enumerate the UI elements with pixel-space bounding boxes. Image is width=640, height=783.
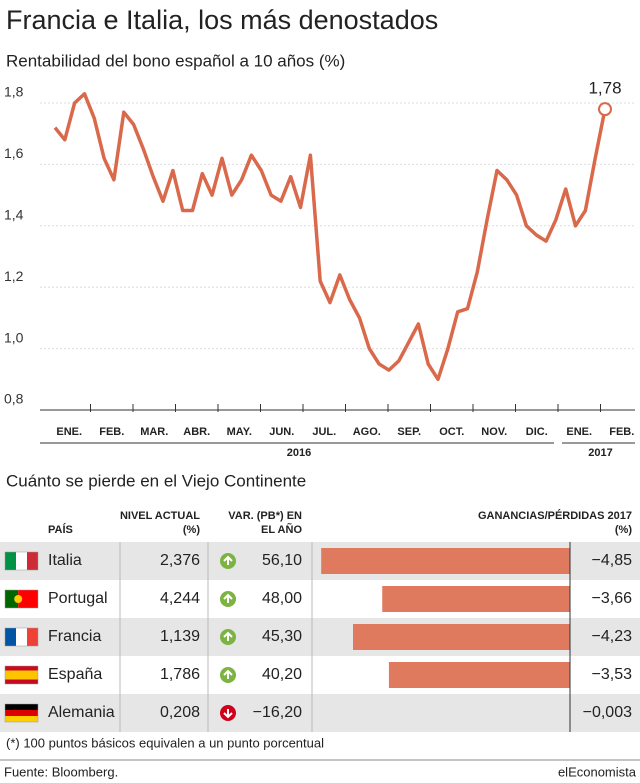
ytd-bar: [388, 662, 570, 688]
ytd-label: −0,003: [583, 704, 632, 721]
flag-part: [16, 628, 27, 646]
subtitle: Rentabilidad del bono español a 10 años …: [6, 51, 345, 70]
change: 45,30: [262, 628, 302, 645]
flag-border: [4, 589, 39, 609]
level: 1,139: [160, 628, 200, 645]
flag-part: [5, 552, 16, 570]
column-header: VAR. (PB*) EN EL AÑO: [228, 510, 302, 536]
y-tick-label: 0,8: [4, 391, 24, 407]
level: 4,244: [160, 590, 200, 607]
country: Portugal: [48, 590, 108, 607]
ytd-label: −4,23: [592, 628, 633, 645]
yield-line: [53, 92, 607, 382]
flag-part: [14, 595, 23, 603]
level: 1,786: [160, 666, 200, 683]
table-title: Cuánto se pierde en el Viejo Continente: [6, 471, 306, 490]
trend-arrow: [223, 593, 233, 603]
footnote: (*) 100 puntos básicos equivalen a un pu…: [6, 735, 324, 750]
flag-border: [4, 627, 39, 647]
y-tick-label: 1,8: [4, 84, 24, 100]
x-tick-label: MAY.: [227, 426, 252, 438]
x-tick-label: FEB.: [609, 426, 634, 438]
flag-part: [5, 628, 16, 646]
column-header: PAÍS: [48, 523, 73, 536]
x-tick-label: FEB.: [99, 426, 124, 438]
trend-arrow: [223, 555, 233, 565]
change: 40,20: [262, 666, 302, 683]
flag-part: [5, 710, 38, 716]
flag-part: [5, 670, 38, 680]
x-tick-label: NOV.: [481, 426, 507, 438]
column-header: GANANCIAS/PÉRDIDAS 2017 (%): [478, 509, 632, 536]
ytd-bar: [353, 624, 570, 650]
flag-part: [27, 552, 38, 570]
x-tick-label: ENE.: [566, 426, 592, 438]
y-tick-label: 1,4: [4, 207, 24, 223]
x-tick-label: SEP.: [397, 426, 421, 438]
trend-arrow: [223, 631, 233, 641]
flag-border: [4, 551, 39, 571]
flag-part: [5, 590, 19, 608]
flag-part: [5, 704, 38, 710]
x-tick-label: JUL.: [312, 426, 336, 438]
country: Francia: [48, 628, 101, 645]
year-label: 2016: [287, 447, 311, 459]
ytd-label: −4,85: [592, 552, 633, 569]
column-header: NIVEL ACTUAL (%): [120, 510, 200, 536]
end-label: 1,78: [588, 79, 621, 98]
x-tick-label: ABR.: [183, 426, 210, 438]
level: 0,208: [160, 704, 200, 721]
source: Fuente: Bloomberg.: [4, 764, 118, 779]
x-tick-label: DIC.: [526, 426, 548, 438]
x-tick-label: MAR.: [140, 426, 168, 438]
flag-part: [16, 552, 27, 570]
title: Francia e Italia, los más denostados: [6, 5, 438, 35]
flag-border: [4, 665, 39, 685]
x-tick-label: ENE.: [56, 426, 82, 438]
y-tick-label: 1,2: [4, 268, 24, 284]
flag-part: [27, 628, 38, 646]
x-tick-label: AGO.: [353, 426, 381, 438]
brand: elEconomista: [558, 764, 637, 779]
change: 56,10: [262, 552, 302, 569]
trend-arrow: [223, 709, 233, 719]
end-marker: [598, 102, 612, 117]
change: −16,20: [253, 704, 302, 721]
ytd-bar: [321, 548, 570, 574]
row-band: [0, 694, 640, 732]
flag-part: [5, 716, 38, 722]
ytd-bar: [382, 586, 570, 612]
country: Alemania: [48, 704, 115, 721]
ytd-label: −3,66: [592, 590, 633, 607]
change: 48,00: [262, 590, 302, 607]
flag-part: [18, 590, 38, 608]
x-tick-label: JUN.: [269, 426, 294, 438]
y-tick-label: 1,6: [4, 145, 24, 161]
trend-arrow: [223, 669, 233, 679]
country: Italia: [48, 552, 82, 569]
country: España: [48, 666, 102, 683]
x-tick-label: OCT.: [439, 426, 464, 438]
ytd-label: −3,53: [592, 666, 633, 683]
level: 2,376: [160, 552, 200, 569]
y-tick-label: 1,0: [4, 329, 24, 345]
year-label: 2017: [588, 447, 612, 459]
flag-border: [4, 703, 39, 723]
